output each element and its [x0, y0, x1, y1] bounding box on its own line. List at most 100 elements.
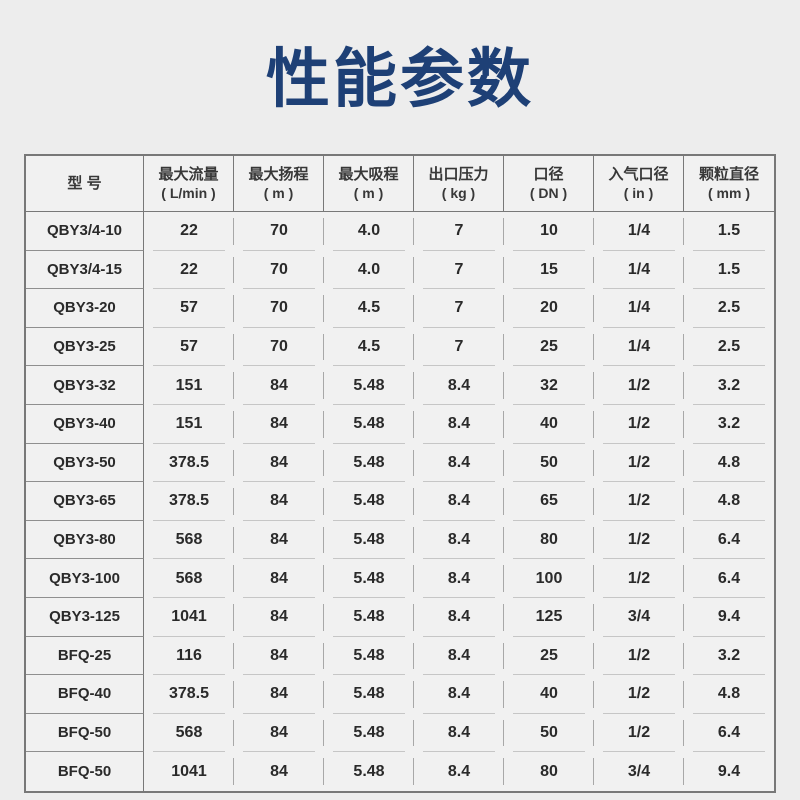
spec-value-cell: 80	[504, 521, 594, 560]
spec-value-cell: 8.4	[414, 752, 504, 791]
model-name-cell: BFQ-50	[26, 713, 144, 753]
spec-value-cell: 84	[234, 714, 324, 753]
spec-value-cell: 4.8	[684, 675, 774, 714]
spec-value-cell: 5.48	[324, 444, 414, 483]
column-header-unit: ( DN )	[529, 185, 568, 202]
page-title: 性能参数	[266, 43, 534, 115]
spec-value-cell: 7	[414, 289, 504, 328]
spec-value-cell: 4.0	[324, 251, 414, 290]
column-header-label: 颗粒直径	[698, 165, 759, 183]
column-header-label: 最大吸程	[338, 165, 399, 183]
model-name-cell: QBY3-125	[26, 597, 144, 637]
spec-value-cell: 1041	[144, 598, 234, 637]
spec-value-cell: 1/2	[594, 482, 684, 521]
spec-value-cell: 9.4	[717, 762, 741, 780]
column-header-unit: ( mm )	[708, 185, 750, 202]
performance-parameters-table: 型 号 最大流量 ( L/min ) 最大扬程 ( m ) 最大吸程 ( m ) 出口压力 ( …	[24, 154, 776, 793]
spec-value-cell: 50	[504, 444, 594, 483]
spec-value-cell: 84	[234, 559, 324, 598]
spec-value-cell: 4.5	[324, 328, 414, 367]
spec-value-cell: 2.5	[684, 328, 774, 367]
spec-value-cell: 568	[144, 714, 234, 753]
spec-value-cell: 65	[504, 482, 594, 521]
spec-value-cell: 84	[234, 675, 324, 714]
spec-value-cell: 5.48	[324, 752, 414, 791]
model-name-cell: QBY3-50	[26, 443, 144, 483]
column-header: 出口压力 ( kg )	[414, 156, 504, 212]
spec-value-cell: 1/2	[594, 675, 684, 714]
spec-value-cell: 40	[504, 405, 594, 444]
spec-value-cell: 25	[504, 328, 594, 367]
spec-value-cell: 84	[234, 482, 324, 521]
model-name-cell: QBY3-65	[26, 482, 144, 521]
column-header: 型 号	[26, 156, 144, 212]
model-name-cell: QBY3/4-15	[26, 250, 144, 290]
spec-value-cell: 84	[234, 598, 324, 637]
spec-value-cell: 3.2	[684, 366, 774, 405]
spec-value-cell: 5.48	[324, 714, 414, 753]
spec-value-cell: 378.5	[144, 675, 234, 714]
spec-value-cell: 1/2	[594, 559, 684, 598]
column-header-unit: ( in )	[623, 185, 654, 202]
spec-value-cell: 8.4	[414, 444, 504, 483]
spec-value-cell: 25	[504, 637, 594, 676]
spec-value-cell: 5.48	[324, 366, 414, 405]
spec-value-cell: 7	[414, 251, 504, 290]
model-name-cell: QBY3-100	[26, 559, 144, 598]
spec-value-cell: 151	[144, 405, 234, 444]
spec-value-cell: 70	[234, 251, 324, 290]
spec-value-cell: 50	[504, 714, 594, 753]
spec-value-cell: 84	[234, 752, 324, 791]
spec-value-cell: 7	[414, 328, 504, 367]
spec-value-cell: 5.48	[324, 482, 414, 521]
spec-value-cell: 3.2	[684, 405, 774, 444]
spec-value-cell: 84	[234, 405, 324, 444]
model-name-cell: QBY3-20	[26, 289, 144, 328]
spec-value-cell: 8.4	[414, 637, 504, 676]
spec-value-cell: 1.5	[684, 251, 774, 290]
spec-value-cell: 7	[414, 212, 504, 251]
column-header: 最大扬程 ( m )	[234, 156, 324, 212]
spec-value-cell: 8.4	[414, 521, 504, 560]
spec-value-cell: 1/4	[594, 251, 684, 290]
spec-value-cell: 70	[234, 212, 324, 251]
spec-value-cell: 125	[504, 598, 594, 637]
spec-value-cell: 6.4	[684, 714, 774, 753]
column-header: 最大吸程 ( m )	[324, 156, 414, 212]
column-header: 入气口径 ( in )	[594, 156, 684, 212]
spec-value-cell: 20	[504, 289, 594, 328]
column-header-label: 出口压力	[428, 165, 489, 183]
spec-value-cell: 5.48	[324, 405, 414, 444]
spec-value-cell: 3.2	[684, 637, 774, 676]
spec-value-cell: 8.4	[414, 675, 504, 714]
column-header-label: 型 号	[67, 174, 102, 192]
spec-value-cell: 5.48	[324, 637, 414, 676]
spec-value-cell: 70	[234, 328, 324, 367]
model-name-cell: QBY3/4-10	[26, 212, 144, 251]
spec-value-cell: 22	[144, 212, 234, 251]
spec-value-cell: 1.5	[684, 212, 774, 251]
spec-value-cell: 1/4	[594, 212, 684, 251]
column-header-unit: ( m )	[263, 185, 294, 202]
spec-value-cell: 4.8	[684, 482, 774, 521]
spec-value-cell: 378.5	[144, 444, 234, 483]
spec-value-cell: 151	[144, 366, 234, 405]
spec-value-cell: 1/2	[594, 366, 684, 405]
column-header-unit: ( L/min )	[161, 185, 216, 202]
spec-value-cell: 6.4	[684, 559, 774, 598]
spec-value-cell: 2.5	[684, 289, 774, 328]
spec-value-cell: 84	[234, 521, 324, 560]
spec-value-cell: 1/2	[594, 521, 684, 560]
spec-value-cell: 8.4	[414, 714, 504, 753]
spec-value-cell: 116	[144, 637, 234, 676]
spec-value-cell: 4.8	[684, 444, 774, 483]
spec-value-cell: 1/2	[594, 637, 684, 676]
spec-value-cell: 378.5	[144, 482, 234, 521]
column-header-unit: ( m )	[353, 185, 384, 202]
column-header: 颗粒直径 ( mm )	[684, 156, 774, 212]
column-header-label: 最大扬程	[248, 165, 309, 183]
spec-value-cell: 84	[234, 366, 324, 405]
spec-value-cell: 70	[234, 289, 324, 328]
spec-value-cell: 5.48	[324, 598, 414, 637]
